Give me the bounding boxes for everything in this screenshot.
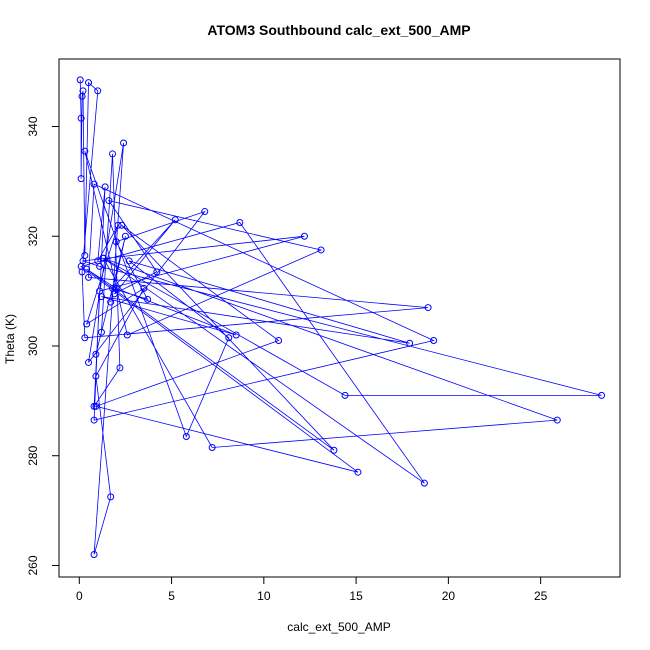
plot-frame (58, 58, 621, 578)
data-point (144, 295, 152, 303)
y-tick-label: 260 (26, 555, 40, 575)
data-point (109, 150, 117, 158)
data-point (92, 372, 100, 380)
data-point (275, 336, 283, 344)
data-point (97, 293, 105, 301)
x-tick-label: 10 (257, 589, 271, 603)
data-point (121, 232, 129, 240)
y-tick-label: 340 (26, 116, 40, 136)
data-point (430, 336, 438, 344)
data-point (123, 331, 131, 339)
data-point (406, 339, 414, 347)
x-tick-label: 5 (168, 589, 175, 603)
data-point (114, 221, 122, 229)
data-point (598, 391, 606, 399)
data-point (341, 391, 349, 399)
data-point (107, 493, 115, 501)
data-point (330, 446, 338, 454)
data-point (232, 331, 240, 339)
data-point (83, 320, 91, 328)
data-point (116, 364, 124, 372)
x-axis-label: calc_ext_500_AMP (287, 620, 390, 634)
data-point (553, 416, 561, 424)
data-point (85, 273, 93, 281)
data-point (85, 358, 93, 366)
x-tick-label: 20 (442, 589, 456, 603)
data-point (153, 268, 161, 276)
data-point (101, 183, 109, 191)
data-point (171, 216, 179, 224)
y-tick-label: 320 (26, 226, 40, 246)
data-point (92, 350, 100, 358)
data-point (105, 197, 113, 205)
data-point (201, 208, 209, 216)
data-point (94, 87, 102, 95)
data-point (77, 262, 85, 270)
data-point (109, 284, 117, 292)
data-point (90, 551, 98, 559)
chart-title: ATOM3 Southbound calc_ext_500_AMP (207, 22, 470, 38)
data-point (97, 328, 105, 336)
data-point (354, 468, 362, 476)
data-point (118, 221, 126, 229)
data-point (182, 433, 190, 441)
data-point (120, 139, 128, 147)
data-point (76, 76, 84, 84)
data-point (81, 334, 89, 342)
x-tick-label: 25 (534, 589, 548, 603)
data-point (420, 479, 428, 487)
data-point (79, 87, 87, 95)
data-point (77, 175, 85, 183)
data-point (424, 304, 432, 312)
data-point (92, 402, 100, 410)
data-point (99, 254, 107, 262)
data-point (90, 180, 98, 188)
data-point (317, 246, 325, 254)
data-point (83, 265, 91, 273)
data-point (225, 334, 233, 342)
data-point (77, 114, 85, 122)
data-point (140, 284, 148, 292)
data-point (300, 232, 308, 240)
data-point (107, 298, 115, 306)
data-point (81, 147, 89, 155)
x-tick-label: 0 (76, 589, 83, 603)
series-line (79, 79, 602, 555)
data-point (85, 79, 93, 87)
data-point (125, 257, 133, 265)
x-tick-label: 15 (349, 589, 363, 603)
data-point (90, 416, 98, 424)
y-axis-label: Theta (K) (3, 314, 17, 364)
y-tick-label: 300 (26, 336, 40, 356)
data-point (90, 402, 98, 410)
series-layer (76, 76, 606, 559)
data-point (112, 238, 120, 246)
data-point (208, 444, 216, 451)
data-point (94, 257, 102, 265)
data-point (236, 219, 244, 227)
y-tick-label: 280 (26, 445, 40, 465)
